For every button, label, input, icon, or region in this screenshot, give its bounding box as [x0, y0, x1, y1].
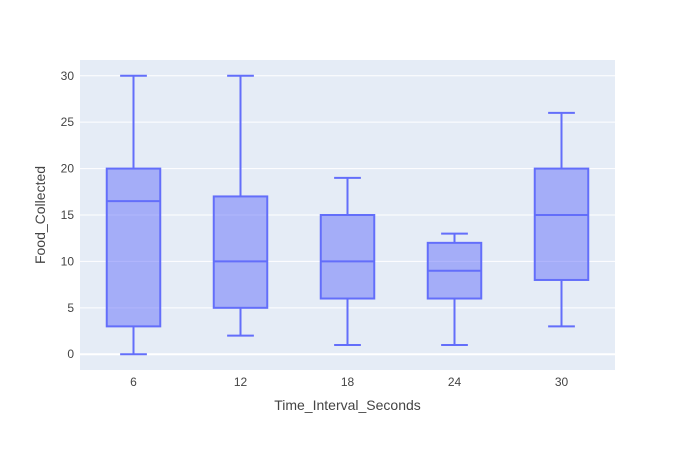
box-24 — [426, 232, 483, 346]
y-tick-label: 30 — [61, 69, 75, 83]
x-tick-label: 18 — [341, 375, 355, 389]
y-axis-ticks: 0 5 10 15 20 25 30 — [61, 69, 75, 361]
box-12 — [212, 74, 269, 337]
box-iqr — [319, 214, 376, 300]
x-axis-ticks: 6 12 18 24 30 — [130, 375, 568, 389]
boxes — [105, 74, 590, 356]
x-axis-title: Time_Interval_Seconds — [274, 397, 421, 413]
box-iqr — [533, 167, 590, 281]
box-30 — [533, 111, 590, 328]
y-tick-label: 20 — [61, 162, 75, 176]
y-axis-title: Food_Collected — [32, 166, 48, 264]
box-iqr — [212, 195, 269, 309]
y-tick-label: 5 — [67, 301, 74, 315]
y-tick-label: 15 — [61, 208, 75, 222]
y-tick-label: 10 — [61, 254, 75, 268]
y-tick-label: 25 — [61, 115, 75, 129]
box-iqr — [105, 167, 162, 328]
x-tick-label: 12 — [234, 375, 248, 389]
box-6 — [105, 74, 162, 356]
x-tick-label: 6 — [130, 375, 137, 389]
y-tick-label: 0 — [67, 347, 74, 361]
x-tick-label: 30 — [555, 375, 569, 389]
x-tick-label: 24 — [448, 375, 462, 389]
box-18 — [319, 176, 376, 346]
